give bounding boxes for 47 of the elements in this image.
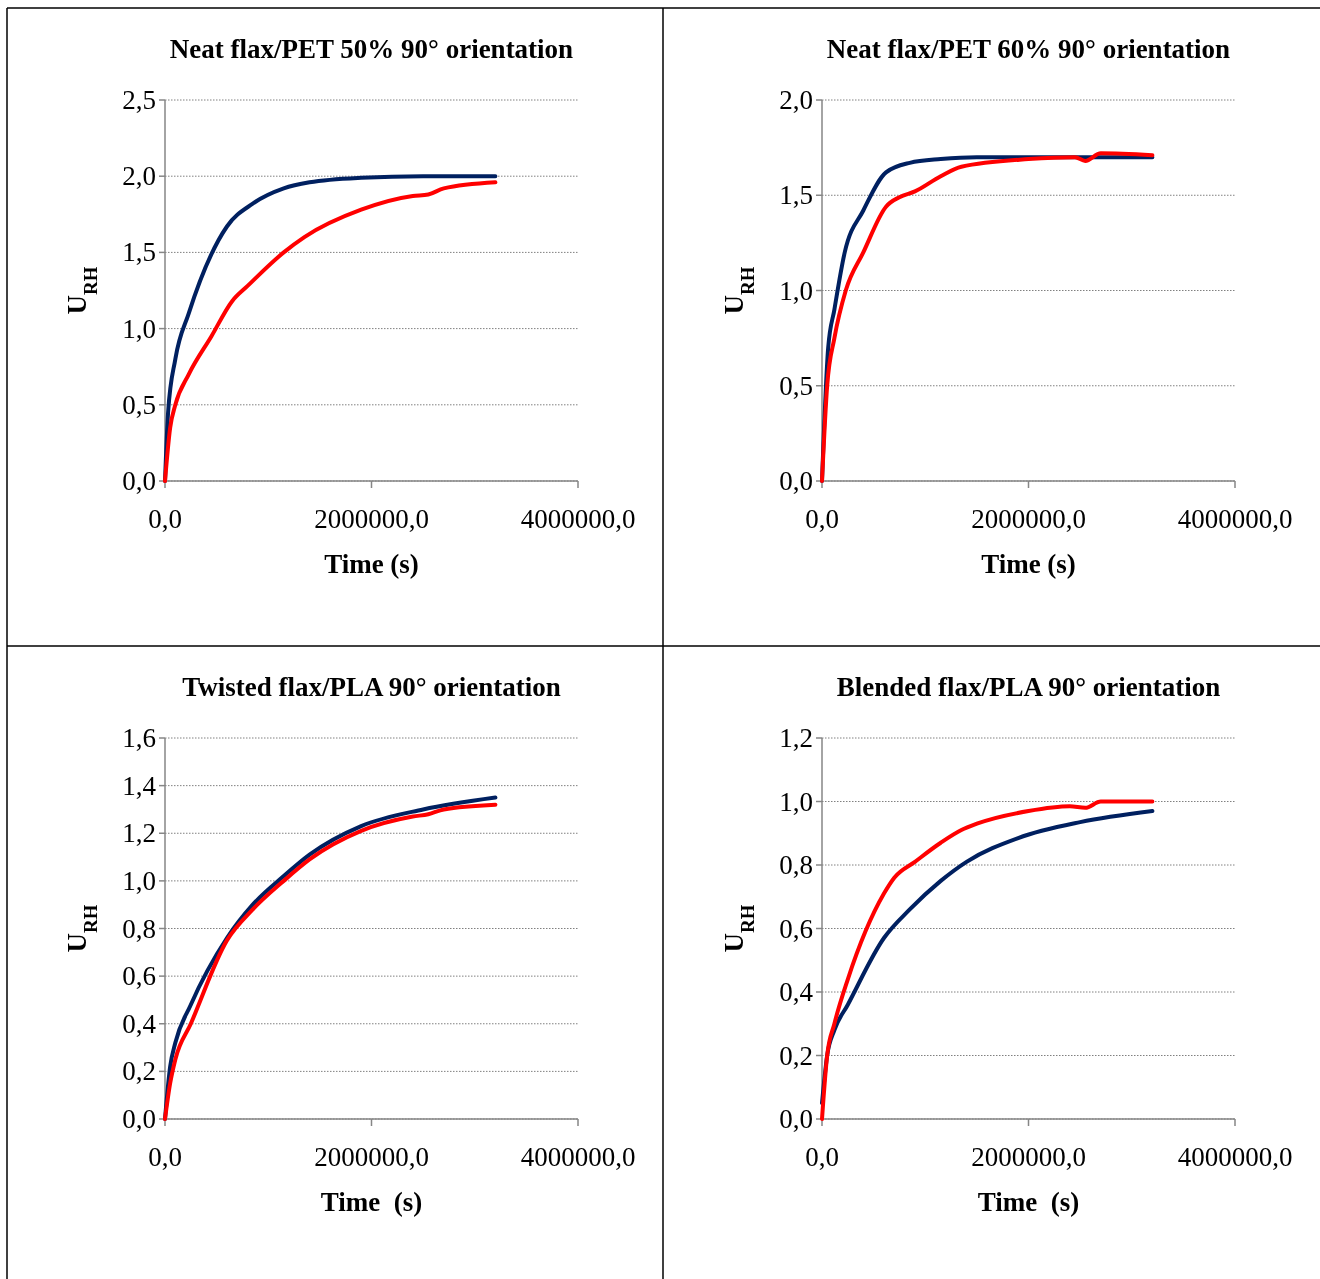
x-tick-label: 4000000,0	[1177, 504, 1293, 534]
x-tick-label: 2000000,0	[971, 504, 1086, 534]
y-tick-label: 0,2	[122, 1056, 156, 1087]
y-tick-label: 1,0	[122, 313, 156, 344]
y-tick-label: 0,4	[122, 1008, 157, 1039]
chart-title: Neat flax/PET 50% 90° orientation	[169, 34, 574, 64]
y-tick-label: 0,6	[122, 961, 156, 992]
x-tick-label: 4000000,0	[520, 504, 636, 534]
y-tick-label: 1,6	[122, 723, 156, 753]
x-tick-label: 2000000,0	[314, 504, 429, 534]
y-tick-label: 0,0	[122, 1104, 156, 1134]
y-tick-label: 1,5	[779, 180, 813, 211]
y-tick-label: 1,2	[779, 723, 813, 753]
y-tick-label: 0,0	[122, 466, 156, 496]
y-tick-label: 1,2	[122, 818, 156, 849]
y-tick-label: 0,0	[779, 466, 813, 496]
y-tick-label: 2,0	[122, 161, 156, 192]
y-tick-label: 1,5	[122, 237, 156, 268]
x-tick-label: 2000000,0	[314, 1142, 429, 1172]
x-tick-label: 0,0	[805, 1142, 839, 1172]
x-tick-label: 0,0	[805, 504, 839, 534]
y-tick-label: 0,8	[779, 850, 813, 880]
y-tick-label: 0,6	[779, 913, 813, 944]
y-tick-label: 1,0	[779, 786, 813, 817]
x-axis-title: Time (s)	[324, 549, 419, 579]
x-tick-label: 4000000,0	[520, 1142, 636, 1172]
y-tick-label: 1,0	[779, 275, 813, 306]
x-axis-title: Time (s)	[320, 1187, 423, 1217]
y-tick-label: 0,4	[779, 977, 814, 1007]
y-tick-label: 0,8	[122, 913, 156, 944]
x-tick-label: 4000000,0	[1177, 1142, 1293, 1172]
x-tick-label: 0,0	[148, 1142, 182, 1172]
x-axis-title: Time (s)	[981, 549, 1076, 579]
y-tick-label: 1,4	[122, 770, 157, 801]
x-axis-title: Time (s)	[977, 1187, 1080, 1217]
chart-title: Twisted flax/PLA 90° orientation	[182, 672, 561, 702]
y-tick-label: 0,5	[779, 370, 813, 401]
chart-title: Neat flax/PET 60% 90° orientation	[826, 34, 1231, 64]
y-tick-label: 0,0	[779, 1104, 813, 1134]
y-tick-label: 0,2	[779, 1040, 813, 1071]
y-tick-label: 2,5	[122, 85, 156, 115]
x-tick-label: 0,0	[148, 504, 182, 534]
y-tick-label: 2,0	[779, 85, 813, 115]
chart-title: Blended flax/PLA 90° orientation	[836, 672, 1221, 702]
y-tick-label: 0,5	[122, 389, 156, 420]
x-tick-label: 2000000,0	[971, 1142, 1086, 1172]
y-tick-label: 1,0	[122, 865, 156, 896]
